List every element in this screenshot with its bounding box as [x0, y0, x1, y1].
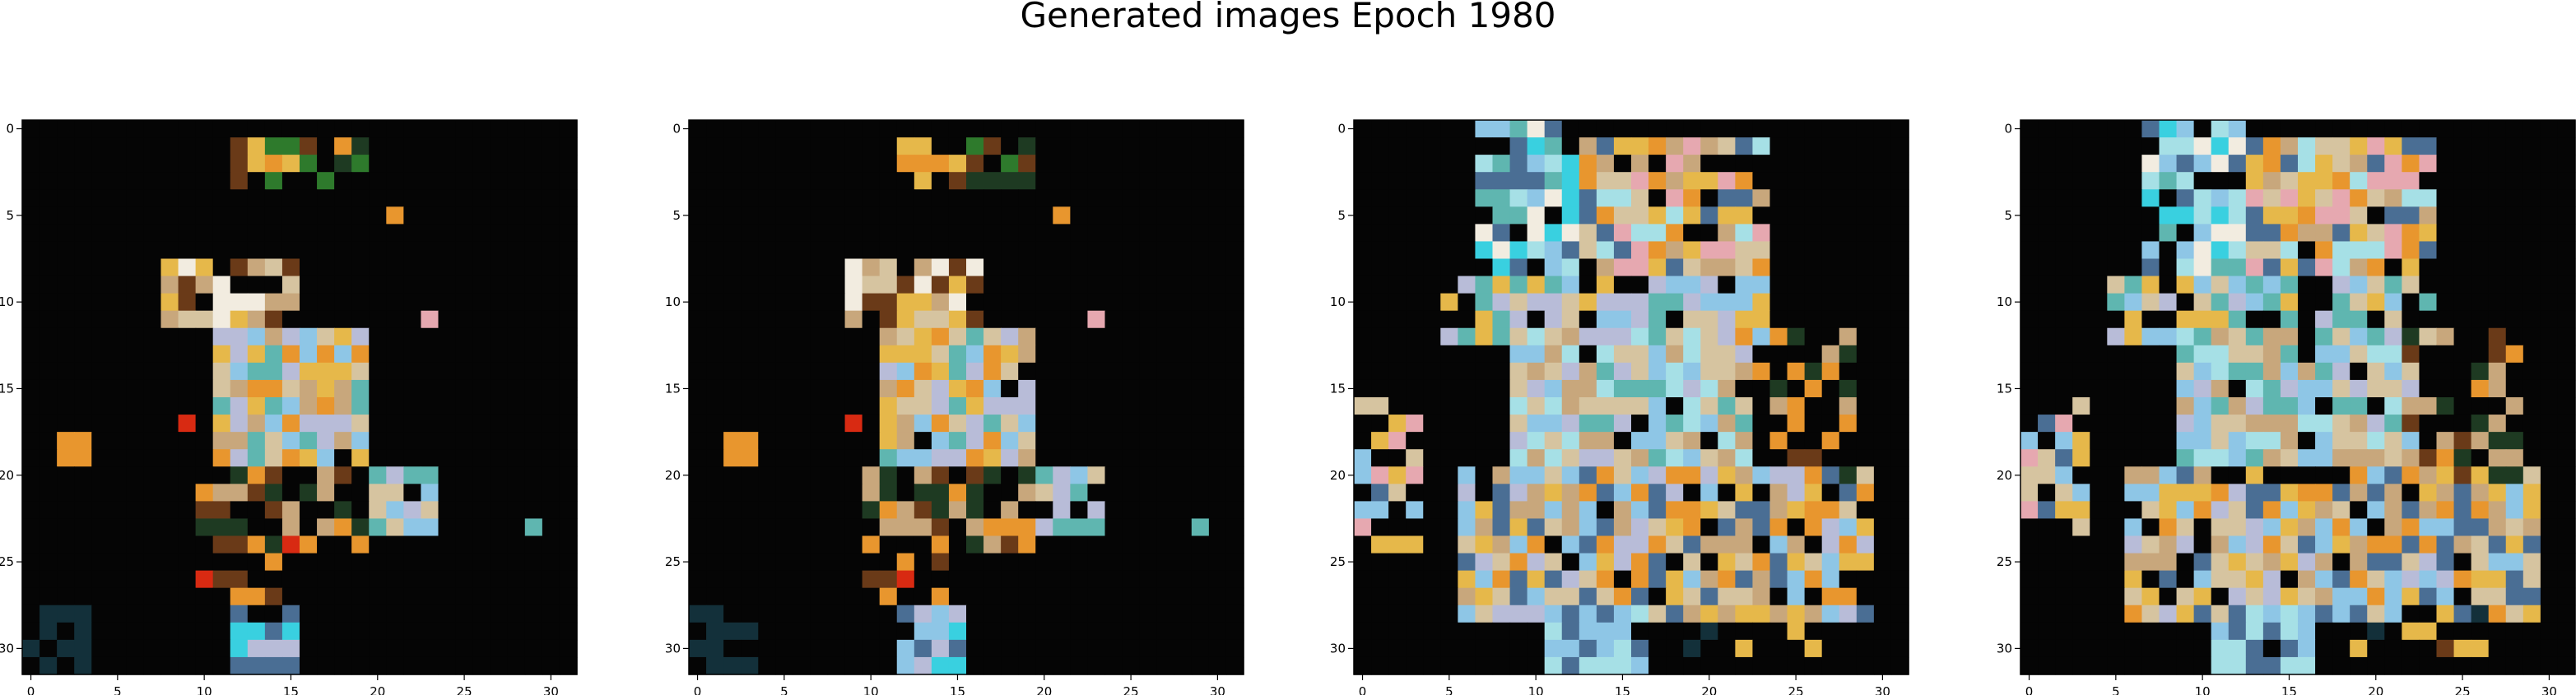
x-tick-label: 20 [1036, 684, 1052, 695]
figure-title: Generated images Epoch 1980 [1020, 0, 1556, 35]
x-tick-label: 15 [2281, 684, 2297, 695]
y-tick-label: 0 [2004, 122, 2012, 137]
y-tick-label: 5 [1337, 208, 1346, 223]
x-tick-label: 0 [1359, 684, 1367, 695]
y-tick-label: 25 [665, 554, 681, 569]
x-tick-label: 20 [370, 684, 385, 695]
axes-frame [1353, 119, 1909, 675]
y-tick-label: 20 [1330, 468, 1346, 483]
x-tick-label: 5 [1445, 684, 1453, 695]
x-tick-label: 30 [1875, 684, 1890, 695]
y-tick-label: 10 [1330, 294, 1346, 309]
x-tick-label: 10 [863, 684, 879, 695]
y-tick-label: 5 [6, 208, 14, 223]
y-tick-label: 10 [0, 294, 14, 309]
x-tick-label: 25 [1788, 684, 1804, 695]
y-tick-label: 0 [1337, 122, 1346, 137]
y-tick-label: 0 [6, 122, 14, 137]
x-tick-label: 0 [2025, 684, 2034, 695]
generated-image [2020, 120, 2576, 675]
y-tick-label: 5 [2004, 208, 2012, 223]
x-tick-label: 30 [543, 684, 559, 695]
x-tick-label: 10 [2195, 684, 2211, 695]
x-tick-label: 10 [1528, 684, 1544, 695]
x-tick-label: 20 [1701, 684, 1717, 695]
y-tick-label: 25 [1330, 554, 1346, 569]
y-tick-label: 20 [665, 468, 681, 483]
y-tick-label: 15 [665, 381, 681, 396]
generated-image [22, 120, 578, 675]
y-tick-label: 30 [1997, 641, 2012, 656]
axes-frame [688, 119, 1244, 675]
x-tick-label: 15 [1615, 684, 1630, 695]
y-tick-label: 5 [672, 208, 681, 223]
generated-image [689, 120, 1244, 675]
x-tick-label: 25 [1123, 684, 1139, 695]
y-tick-label: 15 [1330, 381, 1346, 396]
x-tick-label: 5 [780, 684, 788, 695]
y-tick-label: 15 [1997, 381, 2012, 396]
y-tick-label: 30 [665, 641, 681, 656]
x-tick-label: 30 [2541, 684, 2557, 695]
x-tick-label: 25 [457, 684, 472, 695]
x-tick-label: 15 [950, 684, 965, 695]
y-tick-label: 30 [1330, 641, 1346, 656]
x-tick-label: 0 [27, 684, 35, 695]
y-tick-label: 25 [0, 554, 14, 569]
y-tick-label: 20 [0, 468, 14, 483]
y-tick-label: 20 [1997, 468, 2012, 483]
y-tick-label: 10 [1997, 294, 2012, 309]
y-tick-label: 25 [1997, 554, 2012, 569]
x-tick-label: 25 [2455, 684, 2471, 695]
x-tick-label: 0 [694, 684, 702, 695]
x-tick-label: 10 [197, 684, 212, 695]
generated-image [1354, 120, 1909, 675]
x-tick-label: 15 [283, 684, 299, 695]
x-tick-label: 30 [1210, 684, 1225, 695]
x-tick-label: 5 [2112, 684, 2120, 695]
y-tick-label: 30 [0, 641, 14, 656]
y-tick-label: 10 [665, 294, 681, 309]
axes-frame [21, 119, 578, 675]
axes-frame [2020, 119, 2576, 675]
y-tick-label: 0 [672, 122, 681, 137]
y-tick-label: 15 [0, 381, 14, 396]
x-tick-label: 20 [2368, 684, 2383, 695]
x-tick-label: 5 [114, 684, 122, 695]
